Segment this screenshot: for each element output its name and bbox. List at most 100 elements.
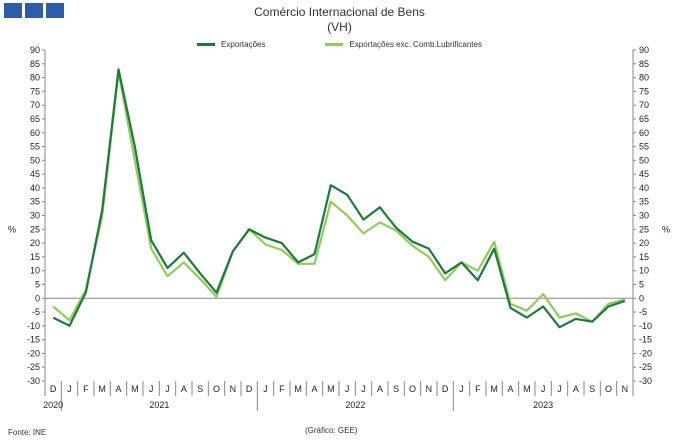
y-tick-label-right: -5 [639,307,647,317]
y-tick-label-left: 80 [30,73,40,83]
logo-block [25,3,43,18]
x-tick-label: S [393,384,399,394]
x-tick-label: A [311,384,317,394]
y-tick-label-right: 15 [639,252,649,262]
y-tick-label-right: 30 [639,211,649,221]
chart-subtitle: (VH) [327,20,352,34]
x-tick-label: A [115,384,121,394]
legend-swatch [197,43,215,46]
x-tick-label: A [573,384,579,394]
x-tick-label: J [459,384,464,394]
x-tick-label: M [131,384,139,394]
x-tick-label: O [605,384,612,394]
y-tick-label-right: -25 [639,362,652,372]
legend-label: Exportações [221,40,266,49]
legend-item-exportacoes: Exportações [197,40,265,49]
y-tick-label-right: 50 [639,155,649,165]
y-tick-label-right: 70 [639,100,649,110]
y-tick-label-right: 80 [639,73,649,83]
y-tick-label-left: 85 [30,59,40,69]
x-tick-label: N [230,384,237,394]
x-tick-label: J [263,384,268,394]
x-tick-label: S [589,384,595,394]
source-note: Fonte: INE [8,428,47,437]
chart-title: Comércio Internacional de Bens [254,5,425,19]
x-tick-label: M [490,384,498,394]
x-tick-label: M [98,384,106,394]
y-tick-label-left: 90 [30,45,40,55]
y-tick-label-right: -20 [639,348,652,358]
y-tick-label-left: 30 [30,211,40,221]
y-tick-label-right: 35 [639,197,649,207]
y-tick-label-left: -10 [27,321,40,331]
y-tick-label-left: 45 [30,169,40,179]
x-tick-label: F [475,384,481,394]
legend-label: Exportações exc. Comb.Lubrificantes [349,40,482,49]
x-tick-label: A [181,384,187,394]
x-tick-label: N [426,384,433,394]
x-tick-label: M [327,384,335,394]
x-tick-label: O [213,384,220,394]
x-tick-label: M [294,384,302,394]
y-tick-label-right: 0 [639,293,644,303]
y-tick-label-left: 35 [30,197,40,207]
x-tick-label: M [523,384,531,394]
x-tick-label: D [50,384,57,394]
year-label: 2022 [345,400,365,410]
y-tick-label-left: -5 [32,307,40,317]
y-tick-label-right: 85 [639,59,649,69]
logo-block [4,3,22,18]
x-tick-label: J [345,384,350,394]
x-tick-label: J [361,384,366,394]
y-tick-label-right: 55 [639,142,649,152]
y-tick-label-right: 25 [639,224,649,234]
y-axis-label-left: % [8,224,16,234]
y-tick-label-left: 25 [30,224,40,234]
x-tick-label: A [507,384,513,394]
x-tick-label: J [165,384,170,394]
y-tick-label-left: 55 [30,142,40,152]
y-tick-label-left: 20 [30,238,40,248]
x-tick-label: F [83,384,89,394]
y-tick-label-left: 75 [30,86,40,96]
y-tick-label-right: 90 [639,45,649,55]
x-tick-label: J [557,384,562,394]
x-tick-label: D [442,384,449,394]
x-tick-label: J [149,384,154,394]
y-tick-label-right: -30 [639,376,652,386]
y-tick-label-left: 70 [30,100,40,110]
x-tick-label: D [246,384,253,394]
year-label: 2021 [149,400,169,410]
y-tick-label-right: 10 [639,266,649,276]
x-tick-label: O [409,384,416,394]
year-label: 2023 [533,400,553,410]
y-tick-label-left: -30 [27,376,40,386]
y-tick-label-left: 65 [30,114,40,124]
y-tick-label-right: 20 [639,238,649,248]
x-tick-label: J [67,384,72,394]
y-tick-label-left: -15 [27,335,40,345]
y-tick-label-right: 75 [639,86,649,96]
credit-note: (Gráfico: GEE) [305,426,358,435]
y-tick-label-left: 15 [30,252,40,262]
y-tick-label-left: 60 [30,128,40,138]
logo-block [46,3,64,18]
y-tick-label-left: 5 [35,279,40,289]
y-tick-label-right: 65 [639,114,649,124]
legend-item-exportacoes-exc-comb: Exportações exc. Comb.Lubrificantes [325,40,482,49]
x-tick-label: A [377,384,383,394]
logo [4,3,64,18]
y-tick-label-left: 50 [30,155,40,165]
y-tick-label-left: 40 [30,183,40,193]
y-tick-label-left: 0 [35,293,40,303]
y-tick-label-right: 45 [639,169,649,179]
series-line-exportacoes-exc-comb [52,70,626,323]
x-tick-label: S [197,384,203,394]
y-axis-label-right: % [662,224,670,234]
x-tick-label: N [622,384,629,394]
y-tick-label-right: -10 [639,321,652,331]
series-line-exportacoes [52,68,626,329]
x-tick-label: F [279,384,285,394]
y-tick-label-right: 40 [639,183,649,193]
